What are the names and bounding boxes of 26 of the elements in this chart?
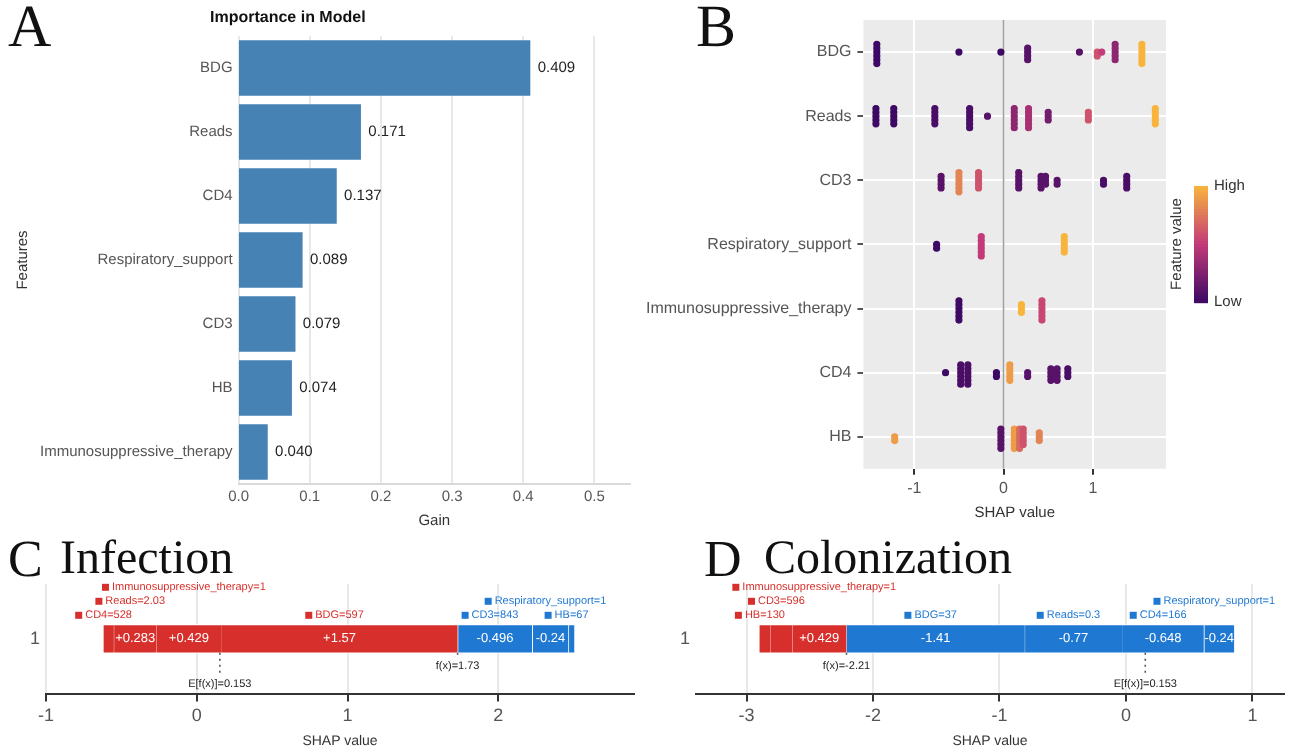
y-tick-label: Respiratory_support (707, 234, 853, 253)
y-tick-label: CD4 (819, 363, 853, 382)
chart-title: Colonization (764, 532, 1012, 585)
chart-title: Importance in Model (210, 8, 366, 27)
x-tick-label: -1 (38, 705, 55, 726)
text: B (696, 0, 737, 60)
y-tick-label: Immunosuppressive_therapy (646, 298, 852, 317)
x-tick-label: 0 (1120, 705, 1131, 726)
y-tick-label: HB (829, 427, 852, 446)
y-tick-label: Reads (805, 106, 852, 125)
y-tick-label: BDG (816, 42, 852, 61)
x-tick-label: -1 (907, 478, 923, 497)
x-tick-label: 0 (191, 705, 202, 726)
annotation: D (704, 529, 742, 588)
x-tick-label: 0 (999, 478, 1010, 497)
x-tick-label: 1 (1088, 478, 1099, 497)
chart-title: Infection (60, 532, 234, 585)
x-tick-label: 1 (342, 705, 353, 726)
y-tick-label: CD3 (819, 170, 853, 189)
x-tick-label: -1 (991, 705, 1008, 726)
x-tick-label: 2 (493, 705, 504, 726)
text: C (8, 529, 43, 588)
x-tick-label: 1 (1247, 705, 1258, 726)
x-tick-label: -2 (865, 705, 882, 726)
x-tick-label: -3 (738, 705, 755, 726)
text: A (8, 0, 52, 60)
